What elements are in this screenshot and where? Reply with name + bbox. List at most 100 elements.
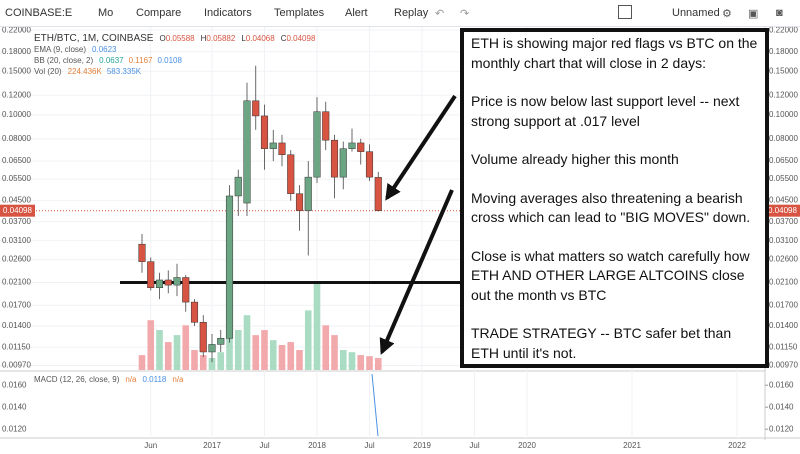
macd-line bbox=[371, 373, 379, 437]
y-tick-label: 0.18000 bbox=[769, 47, 798, 56]
indicator-row: BB (20, close, 2) 0.0637 0.1167 0.0108 bbox=[34, 55, 315, 66]
volume-bar bbox=[313, 282, 321, 370]
y-tick-label: 0.22000 bbox=[2, 27, 31, 34]
macd-tick-label: 0.0160 bbox=[2, 380, 27, 389]
candle-body bbox=[225, 195, 234, 339]
ohlc-value: 0.05882 bbox=[206, 34, 236, 43]
layout-name[interactable]: Unnamed bbox=[672, 7, 720, 19]
volume-bar bbox=[164, 342, 172, 370]
volume-bar bbox=[322, 325, 330, 370]
candle-body bbox=[138, 243, 146, 262]
indicator-value: 224.436K bbox=[67, 67, 102, 76]
indicator-value: 0.0623 bbox=[92, 45, 117, 54]
undo[interactable]: ↶ bbox=[435, 8, 445, 20]
indicators[interactable]: Indicators bbox=[204, 7, 252, 19]
candle-body bbox=[278, 142, 286, 155]
macd-value: 0.0118 bbox=[143, 375, 167, 384]
y-tick-label: 0.15000 bbox=[769, 66, 798, 75]
y-tick-label: 0.02600 bbox=[2, 255, 31, 264]
candle-body bbox=[365, 151, 374, 178]
price-tag-label: 0.04098 bbox=[3, 206, 32, 215]
toolbar: COINBASE:E Mo Compare Indicators Templat… bbox=[0, 0, 800, 27]
y-tick-label: 0.01700 bbox=[2, 300, 31, 309]
ohlc-prefix: H bbox=[200, 34, 207, 43]
indicator-value: 0.1167 bbox=[128, 56, 153, 65]
y-tick-label: 0.03700 bbox=[2, 217, 31, 226]
symbol[interactable]: COINBASE:E bbox=[5, 7, 73, 19]
x-tick-label: 2018 bbox=[308, 441, 326, 450]
y-tick-label: 0.03100 bbox=[769, 236, 798, 245]
volume-bar bbox=[217, 352, 225, 370]
macd-tick-label: 0.0140 bbox=[769, 402, 794, 411]
volume-bar bbox=[278, 344, 286, 370]
camera-icon[interactable]: ◙ bbox=[776, 7, 783, 19]
candle-body bbox=[190, 301, 199, 323]
templates[interactable]: Templates bbox=[274, 7, 325, 19]
annotation-text: Volume already higher this month bbox=[471, 151, 679, 167]
replay[interactable]: Replay bbox=[394, 7, 429, 19]
y-tick-label: 0.08000 bbox=[2, 134, 31, 143]
x-tick-label: Jul bbox=[364, 441, 374, 450]
candle-body bbox=[234, 176, 242, 197]
volume-bar bbox=[304, 310, 312, 370]
volume-bar bbox=[348, 352, 356, 370]
candle-body bbox=[295, 193, 304, 211]
candle-body bbox=[322, 111, 330, 141]
y-tick-label: 0.02600 bbox=[769, 255, 798, 264]
x-tick-label: Jul bbox=[259, 441, 269, 450]
volume-bar bbox=[339, 350, 347, 370]
volume-bar bbox=[357, 355, 365, 370]
volume-bar bbox=[252, 335, 260, 370]
y-tick-label: 0.01400 bbox=[769, 321, 798, 330]
candle-body bbox=[313, 111, 321, 178]
candle-body bbox=[147, 261, 155, 288]
screenshot-icon[interactable]: ▣ bbox=[748, 8, 759, 20]
candle-body bbox=[287, 154, 295, 194]
x-tick-label: 2019 bbox=[413, 441, 431, 450]
volume-bar bbox=[243, 315, 251, 370]
fullscreen-icon[interactable] bbox=[618, 5, 632, 19]
indicator-value: 0.0637 bbox=[99, 56, 124, 65]
y-tick-label: 0.01700 bbox=[769, 300, 798, 309]
candle-body bbox=[173, 277, 181, 286]
legend-title-row: ETH/BTC, 1M, COINBASE O0.05588 H0.05882 L0.… bbox=[34, 33, 315, 44]
indicator-name: BB (20, close, 2) bbox=[34, 56, 94, 65]
y-tick-label: 0.12000 bbox=[2, 90, 31, 99]
volume-bar bbox=[366, 356, 373, 370]
annotation-box: ETH is showing major red flags vs BTC on… bbox=[460, 28, 769, 368]
volume-bar bbox=[331, 335, 338, 370]
volume-bar bbox=[261, 330, 268, 370]
volume-bar bbox=[269, 340, 277, 370]
ohlc-prefix: L bbox=[241, 34, 246, 43]
indicator-name: EMA (9, close) bbox=[34, 45, 87, 54]
macd-tick-label: 0.0120 bbox=[2, 424, 27, 433]
y-tick-label: 0.05500 bbox=[769, 174, 798, 183]
y-tick-label: 0.12000 bbox=[769, 90, 798, 99]
candle-body bbox=[217, 337, 225, 345]
volume-bar bbox=[182, 325, 190, 370]
y-tick-label: 0.00970 bbox=[769, 361, 798, 370]
y-tick-label: 0.18000 bbox=[2, 47, 31, 56]
volume-bar bbox=[138, 355, 146, 370]
ohlc-value: 0.04068 bbox=[245, 34, 275, 43]
compare[interactable]: Compare bbox=[136, 7, 182, 19]
annotation-text: TRADE STRATEGY -- BTC safer bet than ETH… bbox=[471, 325, 732, 361]
indicator-row: EMA (9, close) 0.0623 bbox=[34, 44, 315, 55]
settings-icon[interactable]: ⚙ bbox=[722, 8, 732, 20]
y-tick-label: 0.01150 bbox=[2, 342, 31, 351]
redo[interactable]: ↷ bbox=[460, 8, 470, 20]
interval[interactable]: Mo bbox=[98, 7, 114, 19]
candle-body bbox=[330, 139, 339, 178]
macd-legend: MACD (12, 26, close, 9) n/a 0.0118 n/a bbox=[34, 375, 184, 384]
y-tick-label: 0.01400 bbox=[2, 321, 31, 330]
y-tick-label: 0.10000 bbox=[769, 110, 798, 119]
chart-title: ETH/BTC, 1M, COINBASE bbox=[34, 33, 154, 44]
macd-value: n/a bbox=[172, 375, 184, 384]
y-tick-label: 0.04500 bbox=[2, 196, 31, 205]
price-tag bbox=[765, 204, 800, 217]
y-tick-label: 0.10000 bbox=[2, 110, 31, 119]
candle-body bbox=[357, 142, 365, 152]
macd-name: MACD (12, 26, close, 9) bbox=[34, 375, 120, 384]
alert[interactable]: Alert bbox=[345, 7, 368, 19]
y-tick-label: 0.05500 bbox=[2, 174, 31, 183]
